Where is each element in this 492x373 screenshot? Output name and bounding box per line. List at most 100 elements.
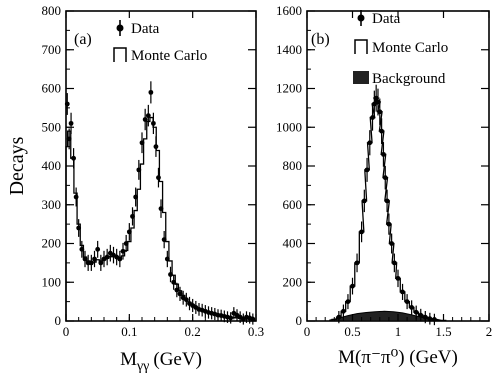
panel-a-data-point bbox=[158, 199, 164, 218]
panel-b-data-point bbox=[354, 253, 360, 273]
panel-a-y-tick-label: 700 bbox=[42, 42, 62, 57]
panel-a-x-tick-label: 0.1 bbox=[121, 324, 137, 339]
panel-a-data-point bbox=[164, 250, 170, 268]
panel-b-data-point bbox=[382, 165, 388, 190]
panel-a-y-tick-label: 300 bbox=[42, 197, 62, 212]
panel-b-data-point bbox=[409, 300, 415, 315]
panel-a-data-point bbox=[177, 286, 183, 301]
panel-b-data-point bbox=[384, 189, 390, 213]
panel-a-data-point bbox=[190, 298, 196, 313]
panel-b-legend: Data Monte Carlo Background bbox=[353, 10, 448, 87]
panel-b-data-point bbox=[379, 118, 385, 144]
panel-a-data-point bbox=[76, 219, 82, 237]
panel-a-y-tick-label: 200 bbox=[42, 236, 62, 251]
panel-b-data-point bbox=[361, 189, 367, 213]
panel-a-x-tick-label: 0.3 bbox=[248, 324, 264, 339]
panel-a-legend-mc: Monte Carlo bbox=[131, 48, 207, 64]
panel-a-data-point bbox=[151, 112, 156, 135]
panel-b-x-axis-label: M(π⁻π⁰) (GeV) bbox=[338, 347, 458, 368]
panel-a-data-point bbox=[133, 187, 139, 207]
panel-b-data-point bbox=[386, 213, 392, 235]
panel-b-y-tick-label: 800 bbox=[283, 158, 303, 173]
panel-a-y-tick-label: 400 bbox=[42, 158, 62, 173]
panel-b-data-point bbox=[341, 304, 346, 319]
panel-b-data-point bbox=[377, 98, 383, 125]
panel-b-x-tick-label: 1 bbox=[395, 324, 402, 339]
panel-a-data-point bbox=[130, 207, 135, 226]
panel-b-data-point bbox=[359, 221, 364, 243]
panel-b-data-point bbox=[370, 104, 375, 131]
panel-b-y-tick-label: 0 bbox=[296, 313, 303, 328]
panel-a-x-tick-label: 0.2 bbox=[185, 324, 201, 339]
panel-a-x-tick-label: 0 bbox=[63, 324, 70, 339]
panel-b-data-point bbox=[345, 294, 351, 310]
panel-b-monte-carlo-histogram bbox=[331, 97, 447, 322]
panel-a-data-point bbox=[88, 254, 94, 271]
panel-a-y-tick-label: 500 bbox=[42, 119, 62, 134]
panel-b-y-tick-label: 1000 bbox=[276, 119, 302, 134]
legend-histogram-icon bbox=[354, 39, 368, 54]
panel-a-data-point bbox=[68, 112, 74, 135]
panel-a-data-point bbox=[142, 108, 148, 131]
panel-b-data-point bbox=[395, 269, 401, 288]
panel-a-data-point bbox=[123, 234, 129, 253]
panel-a-data-point bbox=[171, 274, 177, 290]
panel-b-data-point bbox=[413, 305, 419, 319]
panel-b-y-tick-label: 1600 bbox=[276, 3, 302, 18]
panel-b-legend-mc: Monte Carlo bbox=[372, 40, 448, 56]
panel-a-monte-carlo-histogram bbox=[65, 116, 256, 321]
panel-a-data-point bbox=[193, 300, 199, 314]
panel-b-data-point bbox=[350, 277, 355, 295]
panel-a-data-point bbox=[234, 309, 240, 322]
panel-a-y-axis-label: Decays bbox=[6, 136, 28, 195]
panel-a-data-point bbox=[117, 250, 123, 268]
panel-a-data-point bbox=[107, 244, 113, 262]
panel-b-data-point bbox=[427, 312, 433, 325]
panel-a-data-point bbox=[153, 136, 159, 157]
panel-a-data-point bbox=[168, 266, 173, 283]
legend-background-icon bbox=[353, 71, 369, 84]
panel-a-data-point bbox=[79, 240, 85, 258]
panel-b-data-point bbox=[389, 233, 395, 254]
panel-b-x-tick-label: 1.5 bbox=[435, 324, 451, 339]
panel-a-data-point bbox=[126, 223, 132, 241]
panel-a-x-axis-label: Mγγ (GeV) bbox=[120, 349, 202, 373]
panel-b-y-tick-label: 200 bbox=[283, 274, 303, 289]
panel-a-y-tick-label: 800 bbox=[42, 3, 62, 18]
panel-a-data-point bbox=[148, 81, 154, 104]
panel-b-data-point bbox=[367, 130, 373, 156]
panel-b: 0 0.5 1 1.5 2 0 200 400 600 800 1000 1200 1400 1600 (… bbox=[276, 3, 492, 368]
panel-a-data-point bbox=[174, 282, 180, 298]
panel-b-y-tick-label: 400 bbox=[283, 236, 303, 251]
panel-b-data-point bbox=[364, 157, 370, 182]
panel-a-y-tick-label: 100 bbox=[42, 274, 62, 289]
panel-b-data-point bbox=[400, 283, 405, 300]
panel-b-data-point bbox=[391, 253, 397, 273]
panel-a-data-point bbox=[139, 132, 145, 154]
panel-b-legend-data: Data bbox=[372, 11, 401, 27]
panel-a-data-point bbox=[98, 254, 104, 271]
panel-a-data-point bbox=[73, 187, 79, 207]
legend-histogram-icon bbox=[113, 47, 127, 62]
svg-text:Mγγ(GeV): Mγγ (GeV) bbox=[120, 349, 202, 373]
panel-a-legend-data: Data bbox=[131, 21, 160, 37]
panel-b-y-tick-label: 1200 bbox=[276, 81, 302, 96]
panel-a-data-point bbox=[183, 292, 189, 307]
panel-a-legend: Data Monte Carlo bbox=[113, 20, 207, 64]
panel-b-x-tick-label: 0.5 bbox=[344, 324, 360, 339]
panel-b-x-tick-label: 0 bbox=[304, 324, 311, 339]
panel-a-y-tick-label: 0 bbox=[55, 313, 62, 328]
panel-b-data-point bbox=[381, 142, 386, 167]
panel-a-data-point bbox=[156, 167, 161, 188]
panel-a-data-point bbox=[71, 148, 76, 169]
panel-b-legend-bkg: Background bbox=[372, 71, 446, 87]
panel-b-data-point bbox=[404, 294, 410, 310]
panel-a-label: (a) bbox=[74, 31, 92, 48]
panel-a-data-point bbox=[82, 250, 88, 268]
panel-b-data-point bbox=[336, 311, 342, 324]
panel-a-data-point bbox=[95, 240, 101, 258]
panel-a-data-point bbox=[66, 128, 72, 150]
panel-a-data-point bbox=[145, 104, 151, 127]
